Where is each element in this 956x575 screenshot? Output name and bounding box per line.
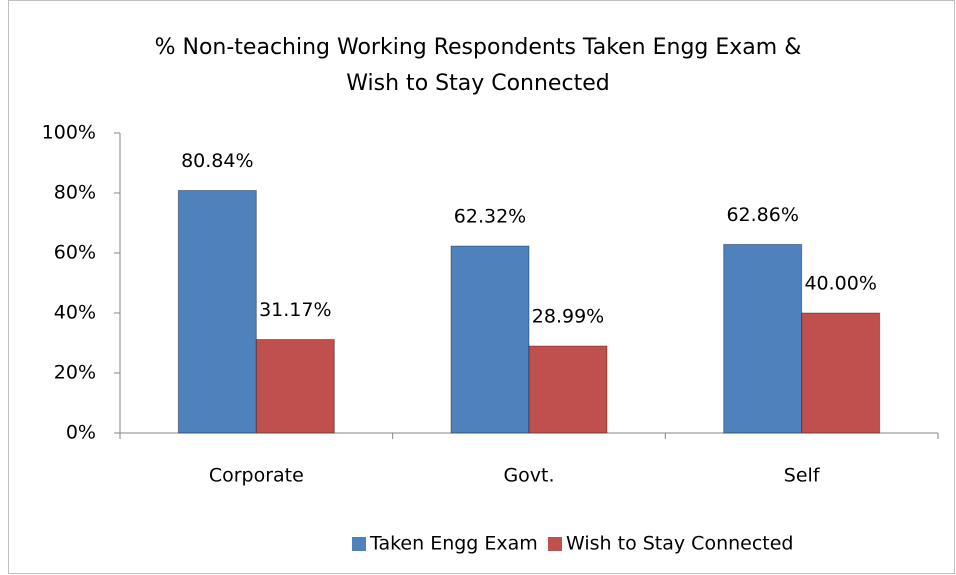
- legend-label: Wish to Stay Connected: [566, 533, 794, 555]
- legend-swatch: [352, 537, 366, 551]
- bar: [255, 338, 335, 434]
- value-label: 80.84%: [181, 150, 253, 172]
- x-tick-label: Govt.: [503, 465, 554, 487]
- y-tick-label: 40%: [54, 302, 96, 324]
- y-tick-label: 0%: [66, 422, 96, 444]
- y-tick-label: 20%: [54, 362, 96, 384]
- value-label: 28.99%: [532, 306, 604, 328]
- bar: [450, 245, 530, 434]
- chart-title: % Non-teaching Working Respondents Taken…: [155, 35, 802, 60]
- bar: [801, 312, 881, 434]
- y-tick-label: 60%: [54, 242, 96, 264]
- value-label: 62.32%: [454, 206, 526, 228]
- y-tick-label: 80%: [54, 182, 96, 204]
- bar: [528, 345, 608, 434]
- legend-swatch: [548, 537, 562, 551]
- chart-title: Wish to Stay Connected: [346, 71, 609, 96]
- value-label: 31.17%: [259, 299, 331, 321]
- y-tick-label: 100%: [42, 122, 96, 144]
- value-label: 40.00%: [804, 273, 876, 295]
- bar: [723, 243, 803, 434]
- legend-label: Taken Engg Exam: [369, 533, 538, 555]
- bar: [177, 189, 257, 434]
- x-tick-label: Self: [784, 465, 821, 487]
- value-label: 62.86%: [726, 204, 798, 226]
- x-tick-label: Corporate: [209, 465, 304, 487]
